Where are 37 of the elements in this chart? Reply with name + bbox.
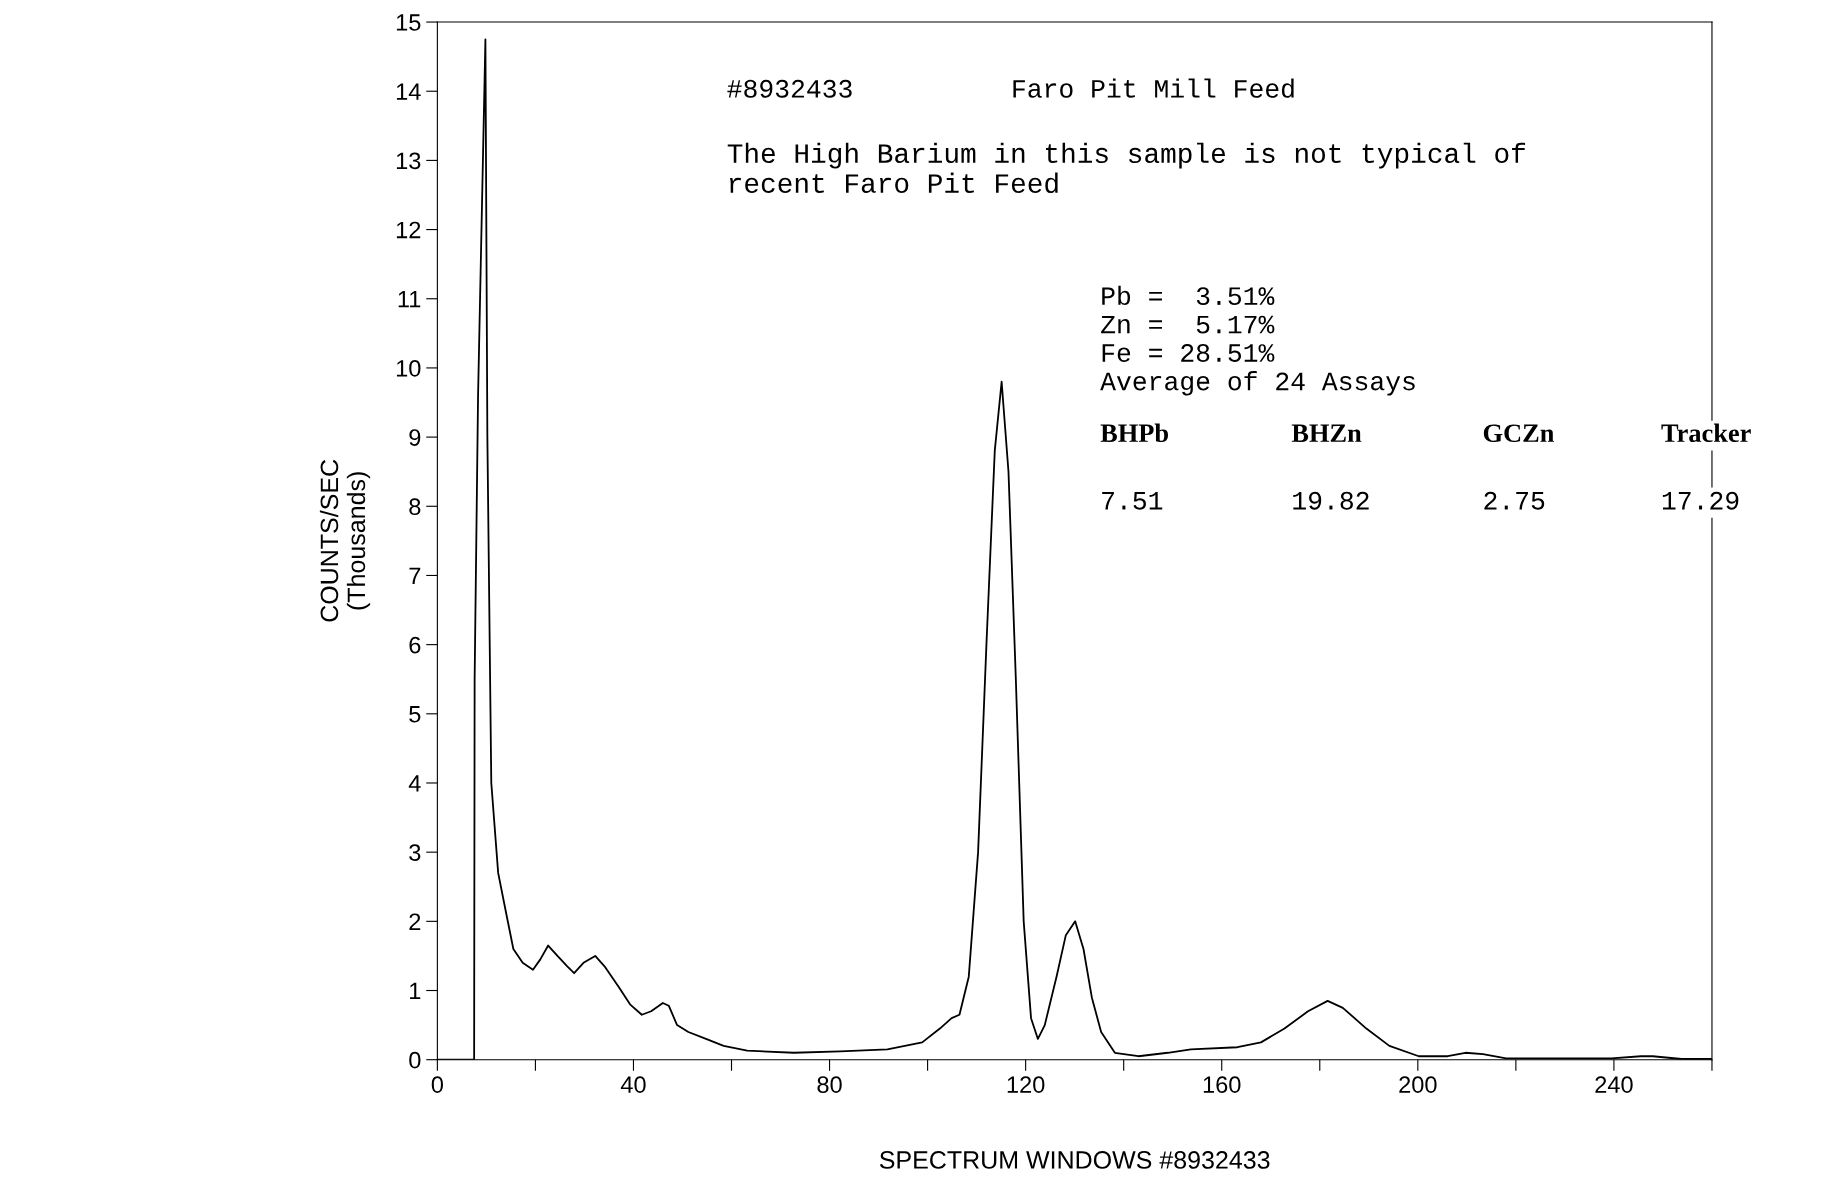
- annotation: Pb = 3.51% Zn = 5.17% Fe = 28.51% Average of 24 Assays: [1100, 285, 1415, 396]
- x-tick-label: 40: [620, 1076, 646, 1093]
- y-tick-label: 5: [409, 706, 421, 723]
- y-tick-label: 11: [398, 291, 421, 308]
- x-tick-label: 120: [1007, 1076, 1045, 1093]
- annotation: 2.75: [1484, 491, 1545, 510]
- y-tick-label: 12: [396, 221, 421, 239]
- x-axis-title: SPECTRUM WINDOWS #8932433: [879, 1151, 1270, 1169]
- x-tick-label: 0: [431, 1076, 444, 1093]
- y-tick-label: 1: [410, 982, 421, 1000]
- y-tick-label: 9: [409, 429, 421, 446]
- annotation: Tracker: [1661, 423, 1751, 443]
- annotation: 19.82: [1293, 491, 1369, 510]
- y-tick-label: 15: [396, 14, 421, 31]
- x-tick-label: 200: [1399, 1076, 1437, 1093]
- y-tick-label: 4: [408, 775, 421, 792]
- y-tick-label: 6: [409, 636, 421, 654]
- y-tick-label: 8: [409, 498, 421, 516]
- y-tick-label: 0: [409, 1051, 421, 1069]
- annotation: 17.29: [1662, 491, 1739, 510]
- annotation: Faro Pit Mill Feed: [1013, 78, 1294, 98]
- x-tick-label: 80: [817, 1076, 842, 1093]
- y-tick-label: 7: [409, 567, 421, 585]
- y-tick-label: 14: [396, 83, 421, 100]
- annotation: The High Barium in this sample is not typical of recent Faro Pit Feed: [727, 142, 1526, 194]
- annotation: 7.51: [1102, 492, 1163, 510]
- x-tick-label: 240: [1595, 1076, 1633, 1093]
- annotation: GCZn: [1483, 424, 1554, 443]
- y-tick-label: 13: [396, 152, 421, 170]
- annotation: BHPb: [1100, 423, 1169, 443]
- y-tick-label: 2: [409, 913, 421, 930]
- annotation: BHZn: [1291, 424, 1362, 442]
- y-tick-label: 3: [409, 844, 421, 861]
- annotation: #8932433: [727, 79, 852, 98]
- y-axis-title: COUNTS/SEC (Thousands): [319, 459, 371, 622]
- y-tick-label: 10: [396, 360, 421, 377]
- x-tick-label: 160: [1203, 1076, 1241, 1093]
